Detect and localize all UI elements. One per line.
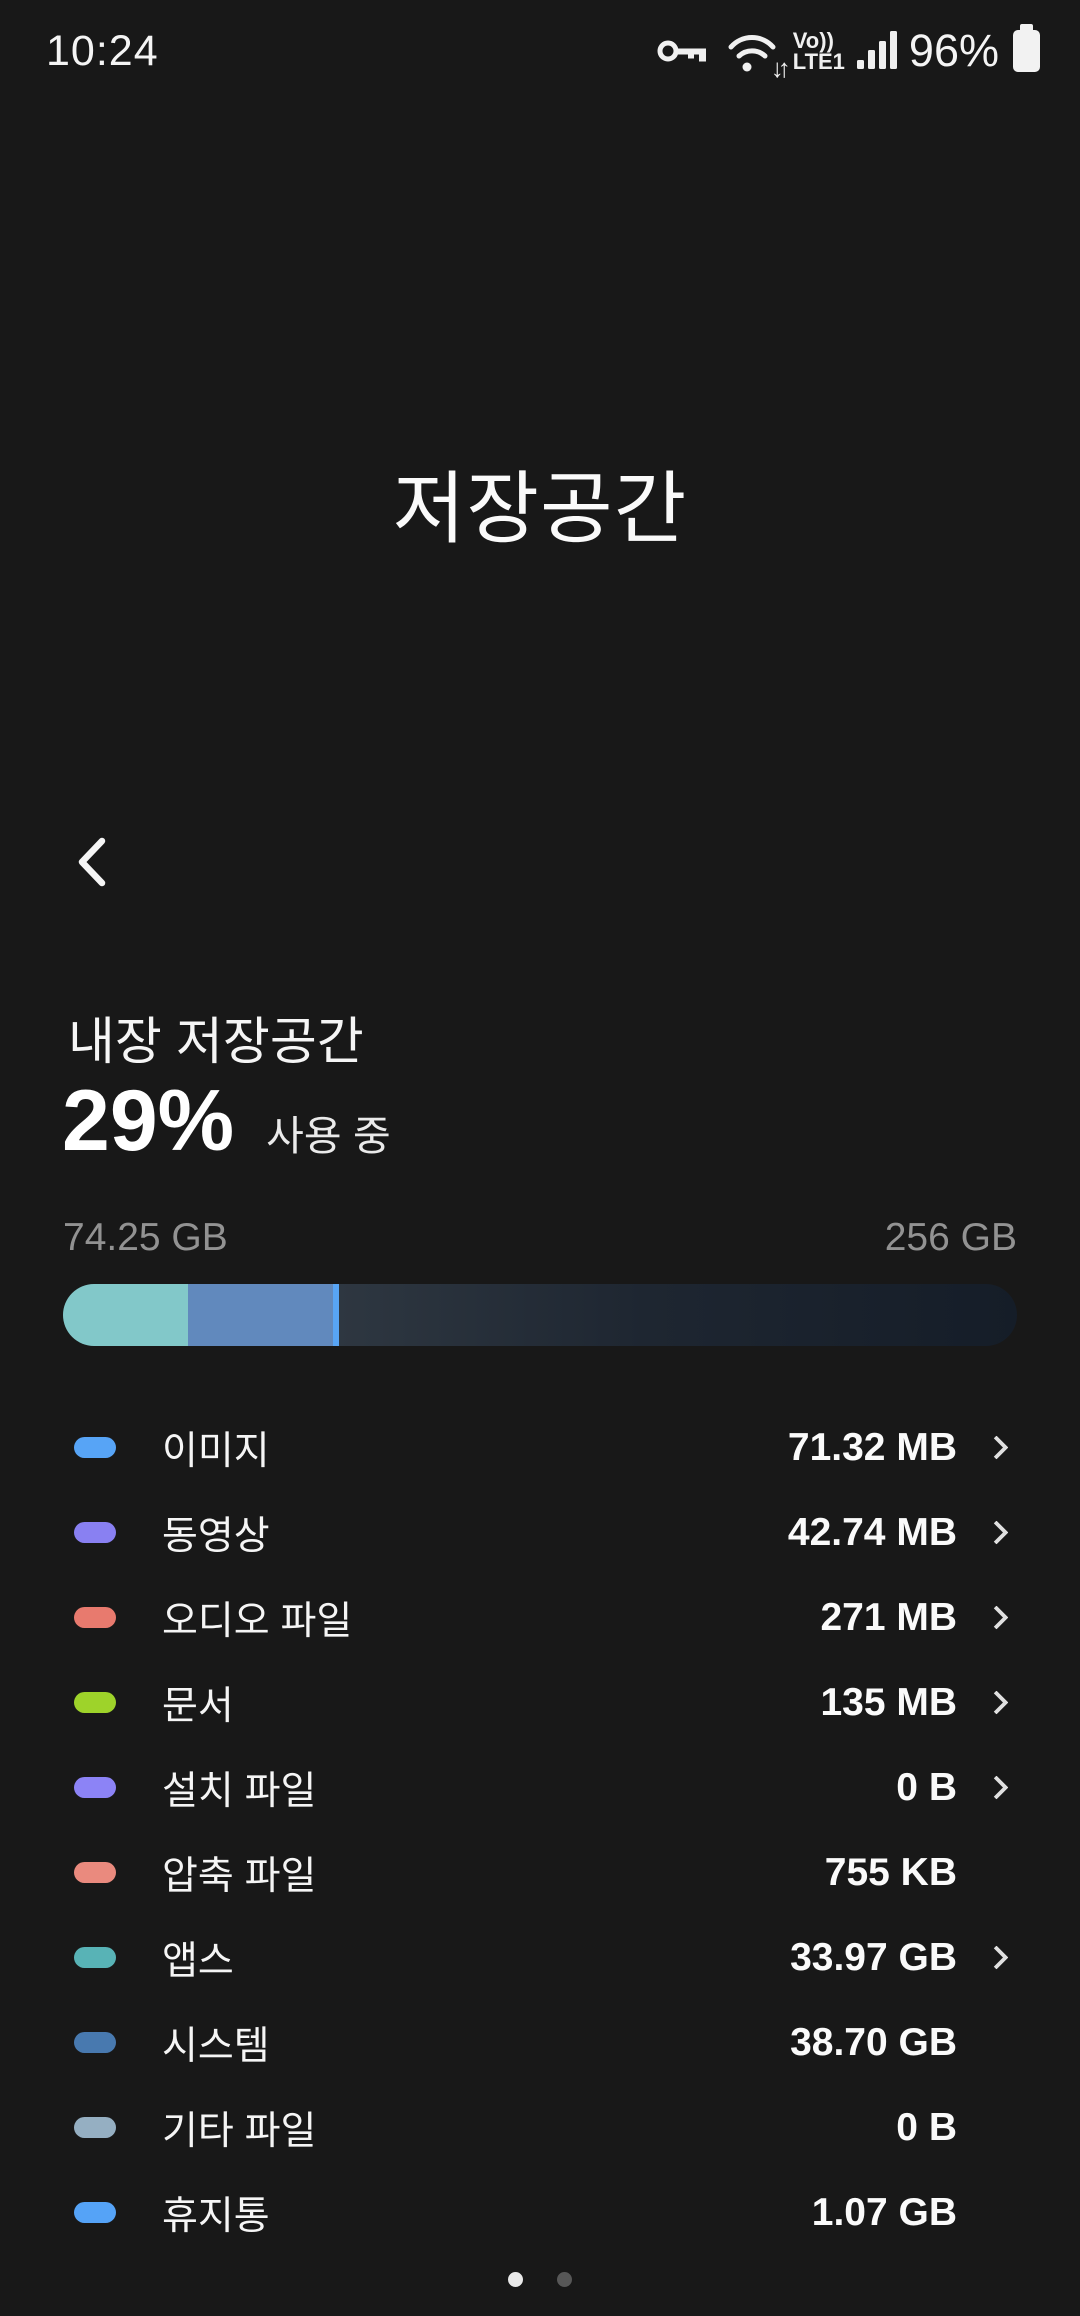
page-dot[interactable]	[557, 2272, 572, 2287]
storage-category-row[interactable]: 이미지 71.32 MB	[0, 1405, 1080, 1490]
chevron-slot	[957, 2191, 1017, 2235]
volte-icon: Vo)) LTE1	[792, 28, 845, 74]
chevron-slot	[957, 1426, 1017, 1470]
category-size: 271 MB	[820, 1595, 957, 1639]
storage-category-row[interactable]: 동영상 42.74 MB	[0, 1490, 1080, 1575]
signal-strength-icon	[856, 31, 897, 71]
chevron-right-icon	[984, 1605, 1009, 1630]
battery-icon	[1013, 24, 1040, 72]
category-size: 42.74 MB	[787, 1510, 957, 1554]
category-size: 0 B	[896, 1765, 957, 1809]
bar-segment-other-used	[332, 1284, 339, 1346]
category-label: 기타 파일	[162, 2109, 317, 2153]
category-size: 71.32 MB	[787, 1425, 957, 1469]
storage-category-row: 휴지통 1.07 GB	[0, 2170, 1080, 2255]
page-indicator	[0, 2272, 1080, 2287]
vpn-key-icon	[657, 40, 706, 62]
internal-storage-heading: 내장 저장공간	[68, 1013, 364, 1070]
chevron-left-icon	[78, 837, 106, 887]
status-bar: 10:24 ↓↑ Vo)) LTE1 96%	[0, 0, 1080, 96]
category-label: 오디오 파일	[162, 1599, 353, 1643]
category-list: 이미지 71.32 MB 동영상 42.74 MB 오디오 파일 271 MB 문서 135 …	[0, 1405, 1080, 2255]
storage-category-row: 시스템 38.70 GB	[0, 2000, 1080, 2085]
category-color-dot	[74, 1862, 116, 1883]
chevron-slot	[957, 2106, 1017, 2150]
category-size: 38.70 GB	[790, 2020, 957, 2064]
category-label: 설치 파일	[162, 1769, 317, 1813]
total-amount-label: 256 GB	[884, 1216, 1017, 1259]
chevron-right-icon	[984, 1435, 1009, 1460]
category-label: 문서	[162, 1684, 234, 1728]
used-amount-label: 74.25 GB	[63, 1216, 228, 1259]
battery-percent: 96%	[908, 25, 999, 76]
chevron-slot	[957, 2021, 1017, 2065]
storage-category-row[interactable]: 앱스 33.97 GB	[0, 1915, 1080, 2000]
wifi-traffic-arrows: ↓↑	[770, 53, 791, 83]
category-size: 1.07 GB	[811, 2190, 957, 2234]
category-color-dot	[74, 1607, 116, 1628]
chevron-right-icon	[984, 1945, 1009, 1970]
category-label: 앱스	[162, 1939, 234, 1983]
bar-segment-free-space	[338, 1284, 1017, 1346]
chevron-right-icon	[984, 1690, 1009, 1715]
chevron-right-icon	[984, 1775, 1009, 1800]
status-time: 10:24	[46, 26, 159, 75]
capacity-labels: 74.25 GB 256 GB	[63, 1216, 1017, 1260]
back-button[interactable]	[50, 820, 134, 904]
category-color-dot	[74, 1437, 116, 1458]
usage-summary: 29% 사용 중	[62, 1072, 391, 1171]
category-color-dot	[74, 1692, 116, 1713]
category-color-dot	[74, 1522, 116, 1543]
storage-usage-bar	[63, 1284, 1017, 1346]
storage-category-row: 압축 파일 755 KB	[0, 1830, 1080, 1915]
chevron-slot	[957, 1596, 1017, 1640]
page-dot-active[interactable]	[508, 2272, 523, 2287]
chevron-slot	[957, 1681, 1017, 1725]
category-color-dot	[74, 1777, 116, 1798]
category-size: 33.97 GB	[790, 1935, 957, 1979]
storage-category-row: 기타 파일 0 B	[0, 2085, 1080, 2170]
category-color-dot	[74, 2202, 116, 2223]
chevron-slot	[957, 1766, 1017, 1810]
category-size: 135 MB	[820, 1680, 957, 1724]
category-label: 시스템	[162, 2024, 270, 2068]
chevron-right-icon	[984, 1520, 1009, 1545]
usage-suffix: 사용 중	[266, 1113, 391, 1159]
category-label: 이미지	[162, 1429, 270, 1473]
status-icons: ↓↑ Vo)) LTE1 96%	[655, 22, 1040, 83]
bar-segment-apps-used	[63, 1284, 188, 1346]
category-color-dot	[74, 2032, 116, 2053]
category-size: 755 KB	[824, 1850, 957, 1894]
category-color-dot	[74, 1947, 116, 1968]
bar-segment-system-used	[187, 1284, 333, 1346]
category-label: 압축 파일	[162, 1854, 317, 1898]
category-size: 0 B	[896, 2105, 957, 2149]
chevron-slot	[957, 1936, 1017, 1980]
usage-percent: 29%	[62, 1073, 235, 1169]
chevron-slot	[957, 1851, 1017, 1895]
page-title: 저장공간	[392, 464, 688, 553]
chevron-slot	[957, 1511, 1017, 1555]
category-color-dot	[74, 2117, 116, 2138]
storage-category-row[interactable]: 문서 135 MB	[0, 1660, 1080, 1745]
wifi-icon: ↓↑	[723, 22, 791, 83]
storage-category-row[interactable]: 오디오 파일 271 MB	[0, 1575, 1080, 1660]
storage-category-row[interactable]: 설치 파일 0 B	[0, 1745, 1080, 1830]
category-label: 휴지통	[162, 2194, 270, 2238]
category-label: 동영상	[162, 1514, 270, 1558]
